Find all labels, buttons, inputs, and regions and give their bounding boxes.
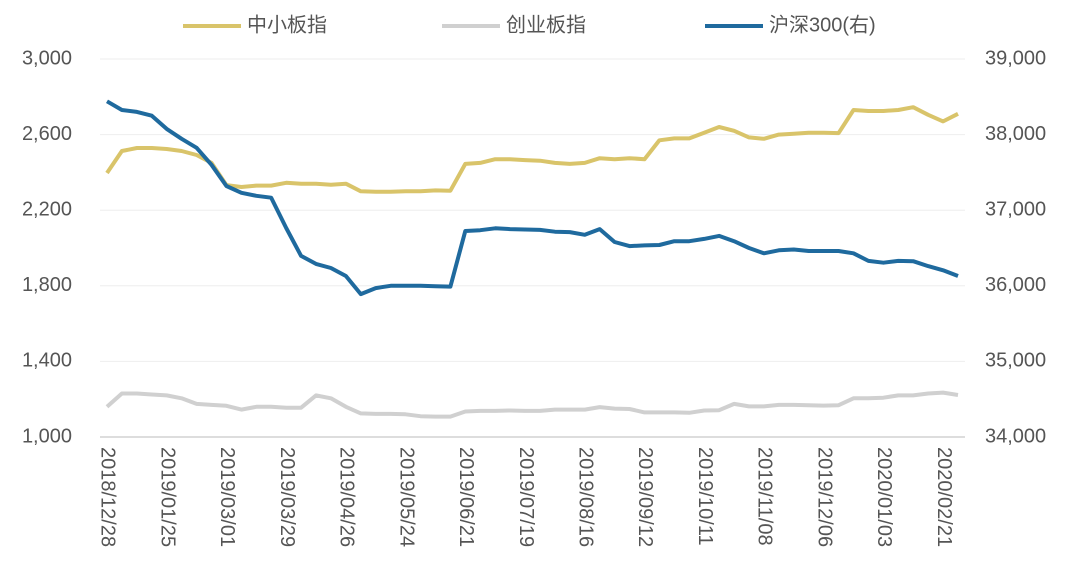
x-tick-label: 2019/07/19 [515,447,537,547]
y2-tick-label: 37,000 [985,198,1046,220]
y2-tick-label: 36,000 [985,274,1046,296]
y-tick-label: 2,600 [22,123,72,145]
x-tick-label: 2019/10/11 [694,447,716,546]
x-tick-label: 2019/08/16 [574,447,596,547]
y-tick-label: 3,000 [22,47,72,69]
x-tick-label: 2019/11/08 [754,447,776,546]
x-tick-label: 2018/12/28 [97,447,119,547]
x-tick-label: 2019/06/21 [455,447,477,547]
y-tick-label: 1,000 [22,425,72,447]
y2-tick-label: 34,000 [985,425,1046,447]
y2-tick-label: 39,000 [985,47,1046,69]
series-line [105,390,959,419]
legend-label: 中小板指 [247,13,327,36]
y2-tick-label: 38,000 [985,123,1046,145]
x-tick-label: 2019/01/25 [156,447,178,547]
x-tick-label: 2019/04/26 [336,447,358,547]
legend-label: 创业板指 [506,13,586,36]
y2-tick-label: 35,000 [985,350,1046,372]
series-line [105,99,959,297]
x-tick-label: 2019/05/24 [395,447,417,547]
x-tick-label: 2019/03/29 [276,447,298,547]
y-tick-label: 2,200 [22,198,72,220]
x-tick-label: 2020/02/21 [933,447,955,547]
x-tick-label: 2019/09/12 [634,447,656,547]
x-tick-label: 2019/12/06 [813,447,835,547]
x-tick-label: 2020/01/03 [873,447,895,547]
y-tick-label: 1,800 [22,274,72,296]
series-line [105,105,959,194]
y-tick-label: 1,400 [22,350,72,372]
legend-label: 沪深300(右) [769,13,876,36]
x-tick-label: 2019/03/01 [216,447,238,547]
